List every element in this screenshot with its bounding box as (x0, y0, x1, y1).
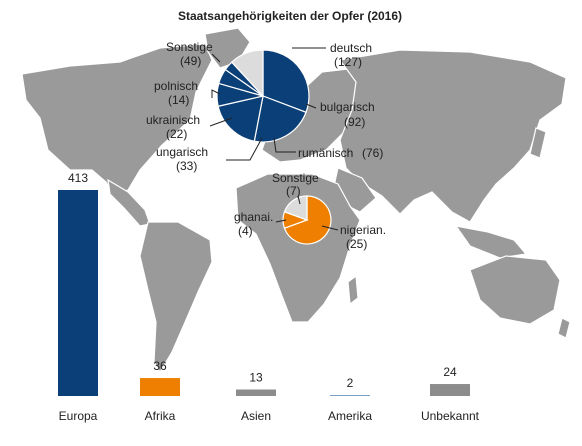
label-deutsch: deutsch (330, 41, 372, 55)
leader-polnisch (211, 89, 221, 98)
bar-chart: 413 Europa 36 Afrika 13 Asien 2 Amerika 24 Unbeka… (58, 171, 480, 423)
label-ukrainisch: ukrainisch (146, 113, 200, 127)
bar-value-amerika: 2 (347, 376, 354, 390)
bar-label-europa: Europa (59, 409, 98, 423)
leader-sonstige-eu (211, 53, 221, 63)
leader-sonstige-af (297, 195, 301, 205)
slice-europa-rumänisch (217, 95, 264, 142)
bar-afrika (140, 378, 180, 396)
leader-rumaenisch (273, 137, 296, 153)
pie-afrika-labels: Sonstige (7) ghanai. (4) nigerian. (25) (234, 171, 386, 251)
pie-afrika (282, 195, 332, 245)
value-sonstige-eu: (49) (180, 54, 201, 68)
label-rumaenisch: rumänisch (298, 146, 353, 160)
slice-afrika-sonstige (283, 195, 308, 221)
label-bulgarisch: bulgarisch (320, 100, 375, 114)
map-south-america (139, 221, 213, 374)
map-japan (529, 127, 547, 159)
bar-unbekannt (430, 384, 470, 396)
label-sonstige-eu: Sonstige (166, 40, 213, 54)
map-southeast-asia (454, 225, 528, 259)
value-sonstige-af: (7) (286, 184, 301, 198)
map-australia (469, 255, 561, 325)
value-polnisch: (14) (168, 93, 189, 107)
bar-value-europa: 413 (68, 171, 88, 185)
label-polnisch: polnisch (154, 79, 198, 93)
slice-europa-sonstige (230, 49, 264, 98)
value-nigerian: (25) (346, 237, 367, 251)
value-bulgarisch: (92) (344, 115, 365, 129)
label-sonstige-af: Sonstige (272, 171, 319, 185)
value-ukrainisch: (22) (166, 127, 187, 141)
bar-asien (236, 389, 276, 396)
leader-nigerian (321, 225, 339, 231)
leader-ghanai (275, 219, 287, 223)
pie-europa-leaders (209, 47, 326, 161)
leader-ungarisch (226, 137, 263, 161)
value-deutsch: (127) (334, 55, 362, 69)
bar-europa (58, 190, 98, 396)
bar-value-unbekannt: 24 (443, 365, 457, 379)
slice-europa-bulgarisch (253, 95, 307, 143)
pie-afrika-leaders (275, 195, 339, 231)
label-ghanai: ghanai. (234, 210, 273, 224)
bar-label-amerika: Amerika (328, 409, 372, 423)
chart-title: Staatsangehörigkeiten der Opfer (2016) (178, 9, 402, 23)
map-north-america (21, 43, 213, 197)
value-ghanai: (4) (238, 224, 253, 238)
map-central-america (107, 178, 151, 227)
bar-label-asien: Asien (241, 409, 271, 423)
bar-label-unbekannt: Unbekannt (421, 409, 480, 423)
leader-ukrainisch (209, 117, 233, 127)
pie-europa (216, 49, 310, 143)
value-ungarisch: (33) (176, 159, 197, 173)
bar-label-afrika: Afrika (145, 409, 176, 423)
map-asia (338, 49, 567, 223)
map-new-zealand (557, 317, 571, 339)
leader-bulgarisch (305, 103, 317, 109)
label-nigerian: nigerian. (340, 223, 386, 237)
map-madagascar (347, 274, 359, 306)
bar-value-asien: 13 (249, 371, 263, 385)
pie-europa-labels: deutsch (127) bulgarisch (92) rumänisch … (146, 40, 383, 173)
bar-value-afrika: 36 (153, 359, 167, 373)
label-ungarisch: ungarisch (156, 145, 208, 159)
value-rumaenisch: (76) (362, 146, 383, 160)
